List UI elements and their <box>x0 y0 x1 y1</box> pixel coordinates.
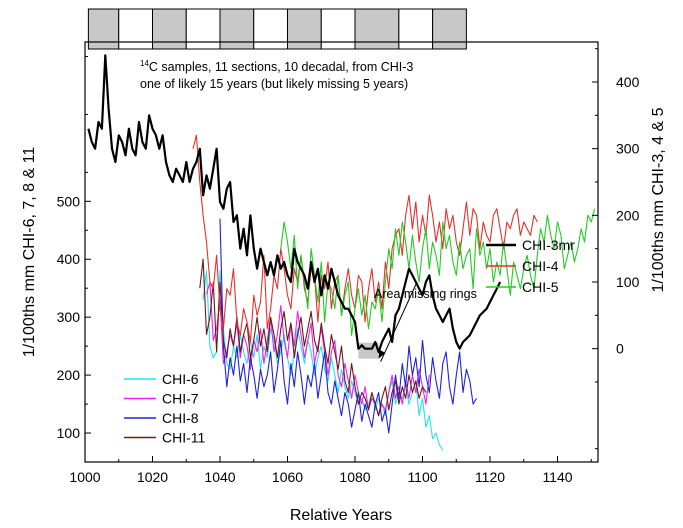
x-tick-label-1020: 1020 <box>137 469 168 485</box>
x-tick-label-1040: 1040 <box>204 469 235 485</box>
arrow-shaft <box>380 281 418 362</box>
right-tick-label-100: 100 <box>616 274 640 290</box>
sample-section-8 <box>320 8 356 50</box>
sample-section-9 <box>354 8 400 50</box>
legend-label-chi-5: CHI-5 <box>522 279 559 295</box>
legend-label-chi-4: CHI-4 <box>522 258 559 274</box>
arrow-head <box>378 349 386 359</box>
missing-rings-arrow <box>378 281 418 362</box>
x-tick-label-1120: 1120 <box>475 469 505 485</box>
x-tick-label-1000: 1000 <box>69 469 100 485</box>
x-tick-label-1100: 1100 <box>407 469 437 485</box>
left-tick-label-400: 400 <box>57 251 81 267</box>
left-axis-title: 1/100ths mm CHI-6, 7, 8 & 11 <box>21 147 38 358</box>
annotation-line2: one of likely 15 years (but likely missi… <box>140 77 408 91</box>
left-tick-label-500: 500 <box>57 193 81 209</box>
axes-layer: 1000 1020 1040 1060 1080 1100 1120 114010020030… <box>57 48 640 485</box>
sample-section-1 <box>87 8 120 50</box>
series-line-chi-3mr <box>87 54 502 354</box>
right-axis-title: 1/100ths mm CHI-3, 4 & 5 <box>650 107 667 292</box>
annotation-line1-text: C samples, 11 sections, 10 decadal, from… <box>149 60 414 74</box>
annotation-line1: 14C samples, 11 sections, 10 decadal, fr… <box>140 59 413 74</box>
right-tick-label-400: 400 <box>616 74 640 90</box>
sample-section-3 <box>152 8 187 50</box>
sample-section-7 <box>287 8 322 50</box>
right-tick-label-0: 0 <box>616 341 624 357</box>
right-tick-label-300: 300 <box>616 141 640 157</box>
left-tick-label-300: 300 <box>57 309 81 325</box>
series-line-chi-5 <box>280 208 596 336</box>
sample-section-4 <box>185 8 221 50</box>
right-tick-label-200: 200 <box>616 207 640 223</box>
series-layer <box>87 54 596 451</box>
sample-section-bar <box>87 8 467 50</box>
sample-section-10 <box>398 8 434 50</box>
legend-layer: CHI-3mr CHI-4 CHI-5 CHI-6 CHI-7 CHI-8 CHI-11 <box>124 237 575 446</box>
legend-label-chi-7: CHI-7 <box>162 391 199 407</box>
sample-section-6 <box>253 8 288 50</box>
series-line-chi-8 <box>219 218 477 434</box>
annotation-superscript: 14 <box>140 59 149 68</box>
left-tick-label-100: 100 <box>57 425 81 441</box>
plot-frame <box>84 41 599 463</box>
series-line-chi-4 <box>192 134 538 343</box>
x-axis-title: Relative Years <box>290 507 392 524</box>
sample-section-5 <box>219 8 255 50</box>
legend-label-chi-8: CHI-8 <box>162 410 199 426</box>
x-tick-label-1080: 1080 <box>339 469 370 485</box>
legend-label-chi-6: CHI-6 <box>162 371 199 387</box>
legend-label-chi-11: CHI-11 <box>162 430 206 446</box>
sample-section-11 <box>432 8 467 50</box>
x-tick-label-1060: 1060 <box>272 469 303 485</box>
sample-section-2 <box>118 8 153 50</box>
missing-rings-label: Area missing rings <box>374 287 477 301</box>
legend-label-chi-3mr: CHI-3mr <box>522 237 575 253</box>
x-tick-label-1140: 1140 <box>542 469 572 485</box>
left-tick-label-200: 200 <box>57 367 81 383</box>
